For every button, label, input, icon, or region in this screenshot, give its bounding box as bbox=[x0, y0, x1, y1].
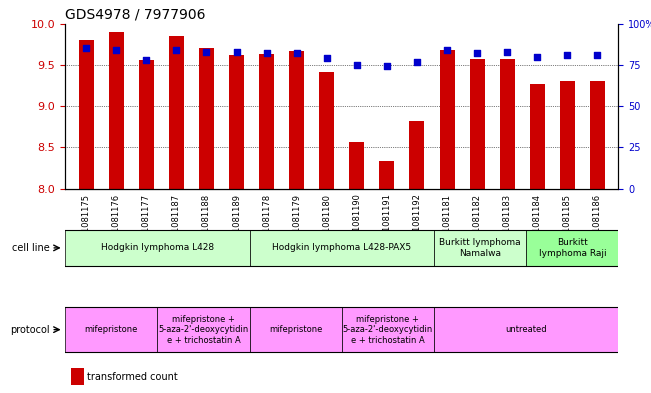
Point bbox=[592, 52, 603, 58]
Bar bbox=[139, 60, 154, 189]
Text: untreated: untreated bbox=[505, 325, 547, 334]
FancyBboxPatch shape bbox=[342, 307, 434, 352]
FancyBboxPatch shape bbox=[65, 307, 158, 352]
Point bbox=[111, 47, 122, 53]
Text: mifepristone: mifepristone bbox=[269, 325, 322, 334]
Bar bbox=[409, 121, 424, 189]
Bar bbox=[560, 81, 575, 189]
Bar bbox=[439, 50, 454, 189]
Bar bbox=[199, 48, 214, 189]
Text: transformed count: transformed count bbox=[87, 372, 177, 382]
Bar bbox=[79, 40, 94, 189]
Bar bbox=[380, 162, 395, 189]
Bar bbox=[319, 72, 334, 189]
Point bbox=[562, 52, 572, 58]
FancyBboxPatch shape bbox=[249, 230, 434, 266]
Bar bbox=[500, 59, 515, 189]
Point bbox=[411, 59, 422, 65]
Point bbox=[472, 50, 482, 57]
FancyBboxPatch shape bbox=[434, 230, 526, 266]
FancyBboxPatch shape bbox=[526, 230, 618, 266]
Bar bbox=[590, 81, 605, 189]
Text: GDS4978 / 7977906: GDS4978 / 7977906 bbox=[65, 7, 206, 21]
Text: Burkitt
lymphoma Raji: Burkitt lymphoma Raji bbox=[538, 238, 606, 257]
Point bbox=[532, 53, 542, 60]
FancyBboxPatch shape bbox=[65, 230, 249, 266]
Text: cell line: cell line bbox=[12, 243, 49, 253]
Text: Burkitt lymphoma
Namalwa: Burkitt lymphoma Namalwa bbox=[439, 238, 521, 257]
Point bbox=[81, 45, 91, 51]
Point bbox=[502, 48, 512, 55]
Text: protocol: protocol bbox=[10, 325, 49, 335]
Text: Hodgkin lymphoma L428: Hodgkin lymphoma L428 bbox=[101, 243, 214, 252]
Bar bbox=[469, 59, 484, 189]
Text: mifepristone +
5-aza-2'-deoxycytidin
e + trichostatin A: mifepristone + 5-aza-2'-deoxycytidin e +… bbox=[343, 315, 433, 345]
Text: Hodgkin lymphoma L428-PAX5: Hodgkin lymphoma L428-PAX5 bbox=[272, 243, 411, 252]
Point bbox=[322, 55, 332, 61]
FancyBboxPatch shape bbox=[249, 307, 342, 352]
Point bbox=[292, 50, 302, 57]
Point bbox=[141, 57, 152, 63]
Text: mifepristone: mifepristone bbox=[85, 325, 138, 334]
Point bbox=[381, 63, 392, 70]
Point bbox=[442, 47, 452, 53]
Bar bbox=[109, 32, 124, 189]
Point bbox=[352, 62, 362, 68]
Point bbox=[231, 48, 242, 55]
Bar bbox=[289, 51, 304, 189]
Bar bbox=[71, 369, 83, 385]
Text: mifepristone +
5-aza-2'-deoxycytidin
e + trichostatin A: mifepristone + 5-aza-2'-deoxycytidin e +… bbox=[158, 315, 249, 345]
FancyBboxPatch shape bbox=[434, 307, 618, 352]
Point bbox=[262, 50, 272, 57]
FancyBboxPatch shape bbox=[158, 307, 249, 352]
Bar bbox=[259, 54, 274, 189]
Point bbox=[201, 48, 212, 55]
Point bbox=[171, 47, 182, 53]
Bar bbox=[229, 55, 244, 189]
Bar bbox=[350, 141, 365, 189]
Bar bbox=[530, 84, 545, 189]
Bar bbox=[169, 36, 184, 189]
